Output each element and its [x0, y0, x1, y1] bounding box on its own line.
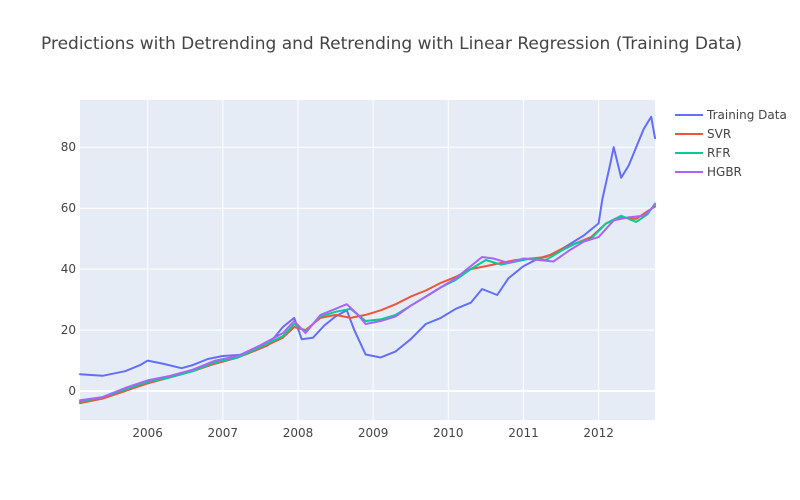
legend-label: RFR [707, 146, 731, 160]
y-tick-label: 0 [68, 384, 76, 398]
plot-area [80, 100, 655, 420]
y-tick-label: 40 [61, 262, 76, 276]
x-tick-label: 2007 [208, 426, 239, 440]
y-tick-label: 80 [61, 140, 76, 154]
chart-title: Predictions with Detrending and Retrendi… [41, 34, 743, 54]
legend-label: SVR [707, 127, 731, 141]
x-tick-label: 2010 [433, 426, 464, 440]
legend-label: Training Data [706, 108, 787, 122]
x-tick-label: 2006 [132, 426, 163, 440]
axis-ticks: 2006 2007 2008 2009 2010 2011 2012 0 20 40 60 80 [61, 140, 614, 440]
x-tick-label: 2009 [358, 426, 389, 440]
grid [80, 100, 655, 420]
y-tick-label: 20 [61, 323, 76, 337]
x-tick-label: 2012 [583, 426, 614, 440]
legend-item-rfr[interactable]: RFR [675, 146, 731, 160]
y-tick-label: 60 [61, 201, 76, 215]
legend-item-svr[interactable]: SVR [675, 127, 731, 141]
legend-item-hgbr[interactable]: HGBR [675, 165, 742, 179]
series-line-training-data [79, 115, 656, 377]
x-tick-label: 2008 [283, 426, 314, 440]
legend-label: HGBR [707, 165, 742, 179]
series-line-hgbr [79, 204, 656, 402]
x-tick-label: 2011 [508, 426, 539, 440]
series-lines [79, 115, 656, 405]
legend-item-training-data[interactable]: Training Data [675, 108, 787, 122]
legend[interactable]: Training Data SVR RFR HGBR [675, 108, 787, 179]
